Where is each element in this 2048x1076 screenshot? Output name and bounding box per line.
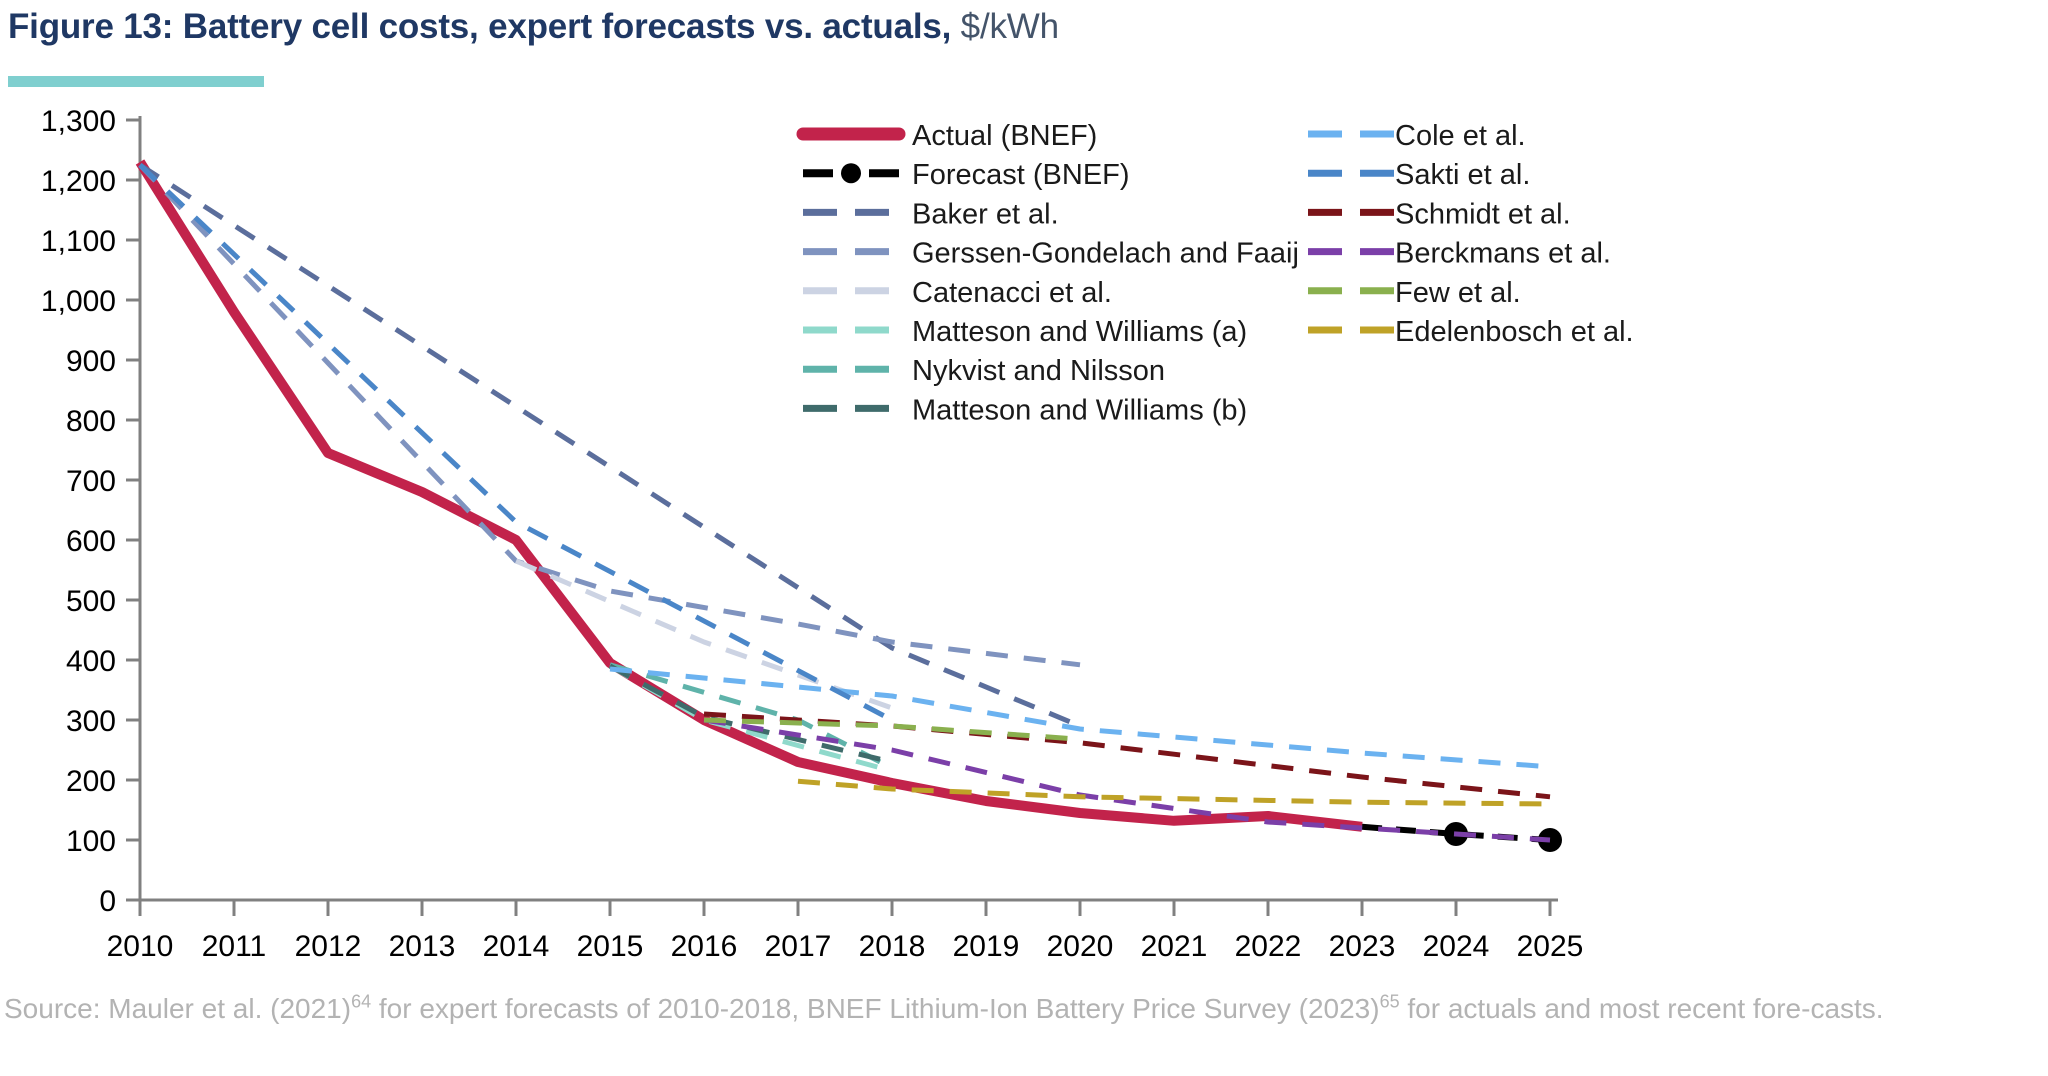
y-axis-tick-label: 800 (66, 405, 116, 438)
legend-matteson-a[interactable]: Matteson and Williams (a) (912, 316, 1247, 348)
legend-matteson-b[interactable]: Matteson and Williams (b) (912, 394, 1247, 426)
legend-berckmans[interactable]: Berckmans et al. (1395, 238, 1611, 270)
title-accent-rule (8, 76, 264, 87)
x-axis-tick-label: 2020 (1047, 930, 1114, 963)
series-line-baker-et-al (138, 162, 1081, 729)
figure-title-main: Figure 13: Battery cell costs, expert fo… (8, 7, 952, 46)
x-axis-tick-label: 2010 (107, 930, 174, 963)
series-line-cole-et-al (609, 666, 1551, 770)
axis-layer: 0 100 200 300 400 500 600 700 800 900 1,000 1,100 1,… (41, 105, 1583, 963)
y-axis-tick-label: 0 (99, 885, 116, 918)
source-suffix: for actuals and most recent fore-casts. (1399, 993, 1884, 1024)
x-axis-tick-label: 2022 (1235, 930, 1302, 963)
legend-actual-bnef[interactable]: Actual (BNEF) (912, 120, 1097, 152)
legend-few[interactable]: Few et al. (1395, 277, 1521, 309)
source-note: Source: Mauler et al. (2021)64 for exper… (4, 990, 2048, 1028)
legend-layer: Actual (BNEF) Forecast (BNEF) Baker et al.… (796, 120, 1634, 426)
y-axis-tick-label: 600 (66, 525, 116, 558)
x-axis-tick-label: 2019 (953, 930, 1020, 963)
legend-swatch-marker (841, 163, 861, 184)
legend-baker[interactable]: Baker et al. (912, 198, 1059, 230)
series-line-actual-bnef (135, 159, 1363, 832)
legend-cole[interactable]: Cole et al. (1395, 120, 1526, 152)
x-axis-tick-label: 2016 (671, 930, 738, 963)
legend-forecast-bnef[interactable]: Forecast (BNEF) (912, 159, 1130, 191)
x-axis-tick-label: 2017 (765, 930, 832, 963)
x-axis-tick-label: 2015 (577, 930, 644, 963)
x-axis-tick-label: 2012 (295, 930, 362, 963)
y-axis-tick-label: 200 (66, 765, 116, 798)
series-line-sakti-et-al (138, 163, 894, 723)
y-axis-tick-label: 300 (66, 705, 116, 738)
source-middle: for expert forecasts of 2010-2018, BNEF … (371, 993, 1380, 1024)
x-axis-tick-label: 2024 (1423, 930, 1490, 963)
x-axis-tick-label: 2011 (202, 930, 267, 963)
x-axis-tick-label: 2018 (859, 930, 926, 963)
series-line-berckmans-et-al (703, 717, 1551, 843)
y-axis-tick-label: 1,100 (41, 225, 116, 258)
y-axis-tick-label: 1,200 (41, 165, 116, 198)
legend-nykvist[interactable]: Nykvist and Nilsson (912, 355, 1165, 387)
figure-title-unit: $/kWh (951, 7, 1059, 46)
y-axis-tick-label: 900 (66, 345, 116, 378)
series-line-matteson-and-williams-a (608, 663, 893, 774)
legend-schmidt[interactable]: Schmidt et al. (1395, 198, 1571, 230)
series-line-matteson-and-williams-b (608, 663, 893, 765)
series-line-gerssen-gondelach-and-faaij (138, 163, 1081, 668)
x-axis-tick-label: 2021 (1141, 930, 1208, 963)
x-axis-tick-label: 2013 (389, 930, 456, 963)
y-axis-tick-label: 100 (66, 825, 116, 858)
series-line-catenacci-et-al (515, 558, 893, 711)
x-axis-tick-label: 2025 (1517, 930, 1584, 963)
legend-gerssen-gondelach[interactable]: Gerssen-Gondelach and Faaij (912, 238, 1299, 270)
source-footnote-ref-2: 65 (1379, 991, 1400, 1012)
legend-sakti[interactable]: Sakti et al. (1395, 159, 1530, 191)
y-axis-tick-label: 500 (66, 585, 116, 618)
page-title: Figure 13: Battery cell costs, expert fo… (8, 6, 2038, 48)
battery-cell-cost-line-chart: 0 100 200 300 400 500 600 700 800 900 1,000 1,100 1,… (41, 105, 1634, 963)
source-footnote-ref-1: 64 (351, 991, 372, 1012)
figure-title-block: Figure 13: Battery cell costs, expert fo… (8, 6, 2038, 48)
source-prefix: Source: Mauler et al. (2021) (4, 993, 352, 1024)
series-layer (135, 159, 1562, 852)
x-axis-tick-label: 2014 (483, 930, 550, 963)
y-axis-tick-label: 700 (66, 465, 116, 498)
series-line-few-et-al (703, 717, 1081, 742)
y-axis-tick-label: 1,300 (41, 105, 116, 138)
legend-catenacci[interactable]: Catenacci et al. (912, 277, 1112, 309)
chart-area: 0 100 200 300 400 500 600 700 800 900 1,000 1,100 1,… (0, 96, 2048, 976)
series-line-edelenbosch-et-al (797, 778, 1551, 807)
y-axis-tick-label: 400 (66, 645, 116, 678)
x-axis-tick-label: 2023 (1329, 930, 1396, 963)
legend-edelenbosch[interactable]: Edelenbosch et al. (1395, 316, 1634, 348)
y-axis-tick-label: 1,000 (41, 285, 116, 318)
